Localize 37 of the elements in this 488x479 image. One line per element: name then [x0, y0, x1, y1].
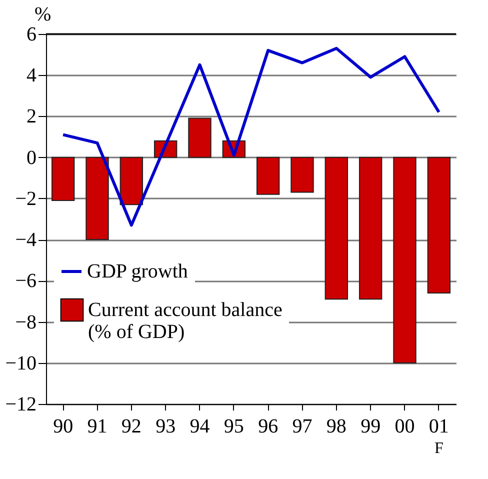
bar [86, 156, 109, 240]
y-tick-label: −6 [15, 270, 36, 292]
bar [188, 118, 212, 158]
bar [427, 156, 451, 294]
y-tick-label: 2 [26, 106, 36, 128]
bar [256, 156, 280, 195]
x-tick-label: 99 [360, 416, 381, 438]
bar [120, 156, 144, 206]
x-tick-label: 92 [121, 416, 142, 438]
y-tick-label: −12 [5, 394, 36, 416]
x-tick-label: 96 [258, 416, 278, 438]
legend-label: GDP growth [87, 260, 188, 282]
y-tick-label: −4 [15, 229, 36, 252]
y-tick-label: 4 [26, 64, 36, 87]
legend-label: Current account balance (% of GDP) [88, 299, 282, 343]
y-tick-label: −10 [5, 352, 36, 374]
bar [393, 156, 416, 364]
bar [324, 156, 348, 300]
bar [51, 156, 75, 201]
x-tick-label: 97 [292, 416, 312, 438]
x-tick-label: 93 [156, 416, 176, 438]
y-axis-title: % [34, 4, 52, 26]
y-tick-label: 6 [26, 24, 36, 46]
x-tick-label: 01 [428, 416, 449, 438]
bar [358, 156, 382, 300]
text: F [434, 440, 444, 457]
y-tick-label: −8 [15, 311, 36, 334]
x-tick-label: 94 [190, 416, 210, 438]
x-tick-label: 90 [53, 416, 74, 438]
y-tick-label: −2 [15, 188, 36, 210]
x-tick-label: 98 [326, 416, 346, 438]
y-tick-label: 0 [26, 146, 36, 169]
x-tick-label: 95 [224, 416, 244, 438]
x-tick-label: 91 [87, 416, 108, 438]
x-tick-label: 00 [394, 416, 415, 438]
line-series [62, 46, 440, 227]
bar [290, 156, 314, 193]
